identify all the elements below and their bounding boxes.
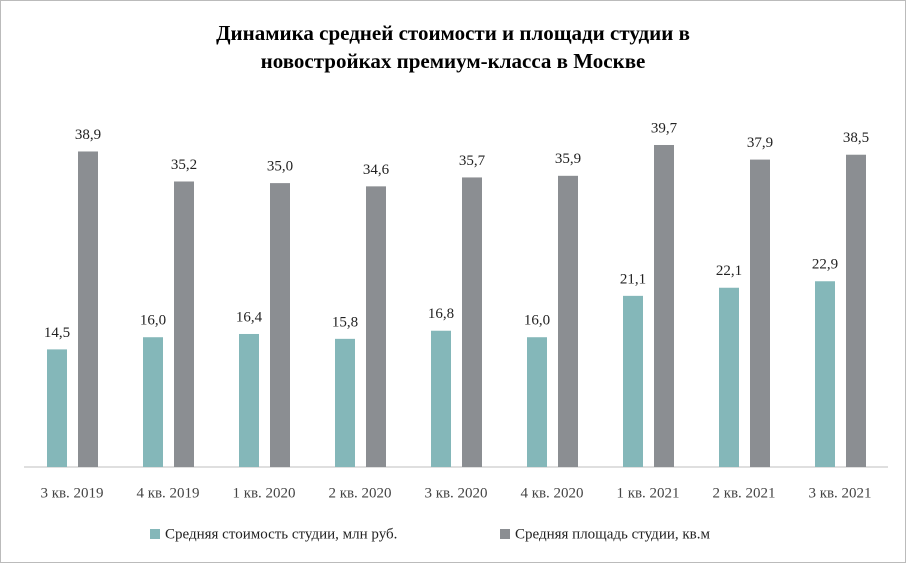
data-label: 15,8 xyxy=(332,314,358,330)
bar xyxy=(239,333,259,467)
data-label: 38,5 xyxy=(843,130,869,146)
chart-title: новостройках премиум-класса в Москве xyxy=(261,49,646,73)
bar xyxy=(527,337,547,467)
legend-swatch xyxy=(500,529,510,539)
data-label: 22,9 xyxy=(812,257,838,273)
chart-title: Динамика средней стоимости и площади сту… xyxy=(216,21,690,45)
data-label: 35,9 xyxy=(555,151,581,167)
bar xyxy=(815,281,835,467)
bar xyxy=(174,181,194,467)
data-label: 38,9 xyxy=(75,127,101,143)
x-tick-label: 3 кв. 2021 xyxy=(808,485,871,501)
data-label: 39,7 xyxy=(651,120,678,136)
bar xyxy=(143,337,163,467)
bar xyxy=(719,287,739,467)
bar xyxy=(431,330,451,467)
x-tick-label: 1 кв. 2020 xyxy=(232,485,295,501)
bar xyxy=(462,177,482,467)
bar xyxy=(750,159,770,468)
bar xyxy=(47,349,67,467)
data-label: 14,5 xyxy=(44,325,70,341)
data-label: 37,9 xyxy=(747,135,773,151)
bar xyxy=(270,183,290,467)
bar xyxy=(654,144,674,467)
bar xyxy=(78,151,98,467)
x-tick-label: 4 кв. 2020 xyxy=(520,485,583,501)
data-label: 35,7 xyxy=(459,153,486,169)
legend-label: Средняя стоимость студии, млн руб. xyxy=(165,526,397,542)
data-label: 35,2 xyxy=(171,157,197,173)
bar xyxy=(623,295,643,467)
data-label: 35,0 xyxy=(267,159,293,175)
x-tick-label: 1 кв. 2021 xyxy=(616,485,679,501)
bar xyxy=(335,338,355,467)
legend-swatch xyxy=(150,529,160,539)
data-label: 16,0 xyxy=(524,313,550,329)
data-label: 34,6 xyxy=(363,162,390,178)
bar xyxy=(366,186,386,467)
data-label: 16,0 xyxy=(140,313,166,329)
data-label: 16,8 xyxy=(428,306,454,322)
data-label: 16,4 xyxy=(236,309,263,325)
bar xyxy=(846,154,866,467)
x-tick-label: 3 кв. 2019 xyxy=(40,485,103,501)
x-tick-label: 3 кв. 2020 xyxy=(424,485,487,501)
bar xyxy=(558,175,578,468)
data-label: 22,1 xyxy=(716,263,742,279)
data-label: 21,1 xyxy=(620,271,646,287)
x-tick-label: 2 кв. 2021 xyxy=(712,485,775,501)
x-tick-label: 4 кв. 2019 xyxy=(136,485,199,501)
legend-label: Средняя площадь студии, кв.м xyxy=(515,526,710,542)
x-tick-label: 2 кв. 2020 xyxy=(328,485,391,501)
